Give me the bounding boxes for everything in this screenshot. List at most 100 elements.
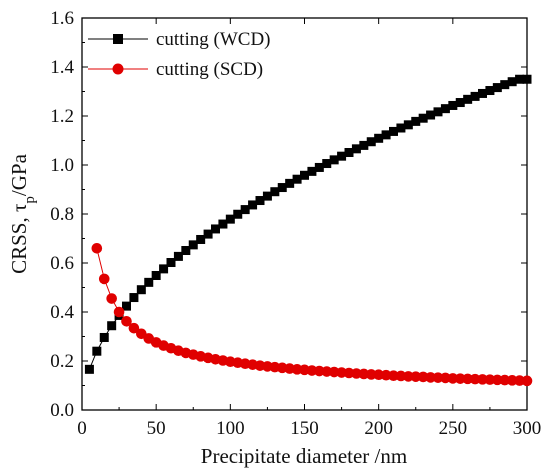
data-point-wcd	[218, 219, 228, 229]
y-tick-label: 1.2	[50, 106, 74, 127]
x-tick-label: 0	[77, 418, 87, 439]
plot-area: 0 50 100 150 200 250 300 0.0 0.2 0.4 0.6 0.8 1.0 1.2 1…	[50, 8, 541, 439]
data-point-wcd	[166, 258, 176, 268]
data-point-wcd	[270, 187, 280, 197]
y-axis-title-subscript: p	[22, 196, 38, 204]
data-point-scd	[447, 373, 459, 384]
data-point-wcd	[366, 137, 376, 147]
data-point-wcd	[359, 140, 369, 150]
data-point-scd	[432, 372, 444, 383]
data-point-wcd	[389, 126, 398, 136]
data-point-wcd	[188, 240, 198, 250]
data-point-scd	[521, 375, 533, 387]
data-point-wcd	[374, 133, 384, 143]
data-point-scd	[410, 371, 422, 382]
legend-label-scd: cutting (SCD)	[156, 59, 263, 80]
data-point-wcd	[500, 80, 510, 90]
data-point-wcd	[181, 246, 191, 256]
legend-item-scd: cutting (SCD)	[88, 59, 263, 80]
data-point-wcd	[515, 74, 525, 84]
y-tick-label: 0.4	[50, 302, 74, 323]
data-point-wcd	[225, 214, 235, 224]
data-point-wcd	[144, 277, 154, 287]
data-point-wcd	[203, 229, 213, 239]
data-point-wcd	[351, 144, 361, 154]
y-tick-label: 0.8	[50, 204, 74, 225]
data-point-wcd	[233, 209, 243, 219]
data-point-scd	[484, 374, 496, 385]
data-point-wcd	[448, 100, 458, 110]
data-point-wcd	[463, 94, 473, 104]
data-point-wcd	[211, 224, 220, 234]
data-point-scd	[477, 374, 488, 385]
data-point-scd	[506, 375, 518, 386]
series-line-0	[88, 78, 527, 370]
y-tick-label: 1.0	[50, 155, 74, 176]
data-point-wcd	[292, 174, 302, 184]
data-point-wcd	[522, 74, 532, 84]
data-point-wcd	[122, 301, 131, 311]
data-point-scd	[91, 243, 103, 254]
data-point-wcd	[507, 77, 517, 87]
data-point-scd	[492, 374, 503, 386]
data-point-scd	[425, 372, 436, 383]
data-point-wcd	[337, 151, 347, 161]
y-axis-title-unit: /GPa	[7, 153, 31, 196]
data-point-scd	[98, 273, 110, 285]
legend-label-wcd: cutting (WCD)	[156, 29, 271, 50]
x-tick-label: 300	[513, 418, 542, 439]
y-axis-title: CRSS, τp/GPa	[7, 153, 38, 273]
data-point-wcd	[478, 88, 487, 98]
data-point-wcd	[99, 332, 109, 342]
x-tick-label: 150	[290, 418, 319, 439]
data-point-scd	[128, 322, 140, 334]
data-point-scd	[388, 370, 399, 382]
x-tick-label: 200	[364, 418, 393, 439]
data-point-wcd	[329, 155, 339, 165]
svg-text:CRSS, τp/GPa: CRSS, τp/GPa	[7, 153, 38, 273]
data-point-scd	[514, 375, 525, 386]
data-point-wcd	[322, 159, 332, 169]
y-tick-label: 0.0	[50, 400, 74, 421]
data-point-wcd	[411, 116, 421, 126]
data-point-wcd	[248, 200, 258, 210]
data-point-wcd	[485, 86, 495, 96]
data-point-wcd	[196, 234, 206, 244]
data-point-wcd	[300, 170, 309, 180]
data-point-wcd	[344, 148, 354, 158]
data-point-wcd	[492, 83, 502, 93]
y-tick-label: 1.6	[50, 8, 74, 29]
data-point-wcd	[136, 285, 146, 295]
data-point-wcd	[440, 104, 450, 114]
data-point-wcd	[403, 120, 413, 130]
data-point-scd	[469, 373, 481, 385]
data-point-wcd	[129, 293, 139, 303]
data-point-scd	[462, 373, 473, 385]
data-point-scd	[403, 371, 414, 382]
data-point-wcd	[92, 346, 102, 356]
data-point-wcd	[396, 123, 406, 133]
data-point-scd	[121, 316, 132, 327]
data-point-scd	[454, 373, 466, 384]
data-point-wcd	[255, 196, 265, 206]
data-point-wcd	[433, 107, 443, 117]
y-tick-label: 0.2	[50, 351, 74, 372]
data-point-wcd	[470, 91, 480, 101]
x-tick-label: 250	[439, 418, 468, 439]
legend: cutting (WCD) cutting (SCD)	[88, 29, 271, 80]
data-point-wcd	[381, 130, 391, 140]
axis-ticks: 0 50 100 150 200 250 300 0.0 0.2 0.4 0.6 0.8 1.0 1.2 1…	[50, 8, 541, 439]
data-point-wcd	[159, 264, 169, 274]
data-point-wcd	[151, 270, 161, 280]
data-point-wcd	[307, 166, 317, 176]
data-point-scd	[106, 293, 117, 304]
data-point-wcd	[285, 178, 295, 188]
x-tick-label: 50	[147, 418, 166, 439]
legend-item-wcd: cutting (WCD)	[88, 29, 271, 50]
y-tick-label: 1.4	[50, 57, 74, 78]
data-point-scd	[499, 374, 511, 386]
data-point-scd	[365, 369, 377, 380]
data-point-wcd	[84, 364, 94, 374]
data-point-wcd	[455, 98, 465, 108]
